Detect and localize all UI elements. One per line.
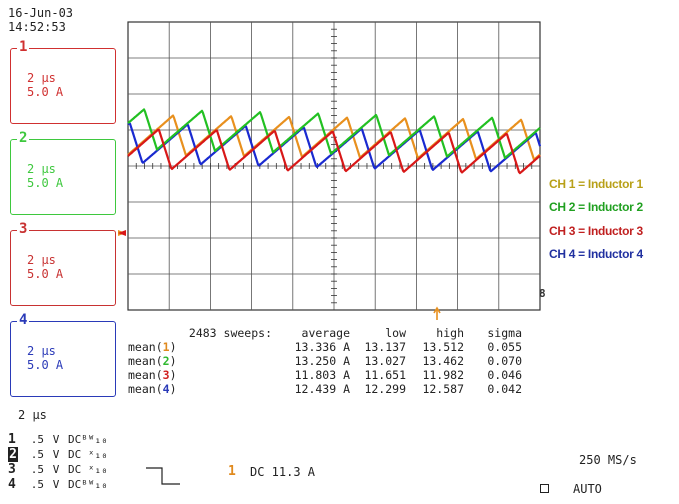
average-value: 11.803 A: [294, 368, 350, 382]
mean-channel-number: 4: [162, 382, 170, 396]
channel-3-box[interactable]: 3 2 µs 5.0 A: [10, 221, 116, 306]
channel-1-timediv: 2 µs: [27, 71, 56, 85]
channel-setting-row[interactable]: 4 .5 V DCᴮᵂ₁₀: [8, 477, 108, 492]
date-label: 16-Jun-03: [8, 6, 74, 20]
scope-grid: [127, 21, 541, 311]
measurement-row: mean(2) 13.250 A 13.027 13.462 0.070: [128, 354, 522, 368]
mean-label-close: ): [169, 382, 177, 396]
high-value: 12.587: [422, 382, 464, 396]
channel-settings: 1 .5 V DCᴮᵂ₁₀ 2 .5 V DC ˣ₁₀ 3 .5 V DC ˣ₁…: [8, 432, 108, 492]
channel-setting-number: 1: [8, 432, 16, 447]
trace-ch2: [127, 108, 541, 160]
channel-setting-coupling: DC ˣ₁₀: [68, 448, 108, 461]
sigma-value: 0.042: [487, 382, 522, 396]
sweeps-count: 2483 sweeps:: [188, 326, 272, 340]
trigger-position-arrow: [433, 306, 441, 320]
channel-setting-coupling: DCᴮᵂ₁₀: [68, 478, 108, 491]
mean-label: mean(: [128, 368, 163, 382]
measurement-header-row: 2483 sweeps: average low high sigma: [128, 326, 522, 340]
channel-setting-coupling: DC ˣ₁₀: [68, 463, 108, 476]
measurement-row: mean(1) 13.336 A 13.137 13.512 0.055: [128, 340, 522, 354]
trace-ch3: [127, 128, 541, 175]
channel-1-ampdiv: 5.0 A: [27, 85, 64, 99]
measurement-table: 2483 sweeps: average low high sigma mean…: [128, 326, 522, 396]
timebase-label: 2 µs: [18, 408, 47, 422]
channel-3-timediv: 2 µs: [27, 253, 56, 267]
trigger-mode[interactable]: AUTO: [573, 482, 602, 496]
channel-setting-unit: V: [52, 463, 60, 476]
legend-ch2: CH 2 = Inductor 2: [549, 200, 643, 214]
channel-1-box[interactable]: 1 2 µs 5.0 A: [10, 39, 116, 124]
mean-channel-number: 2: [162, 354, 170, 368]
header-sigma: sigma: [487, 326, 522, 340]
channel-setting-unit: V: [52, 433, 60, 446]
channel-setting-coupling: DCᴮᵂ₁₀: [68, 433, 108, 446]
channel-setting-volts: .5: [30, 478, 44, 491]
channel-setting-row[interactable]: 3 .5 V DC ˣ₁₀: [8, 462, 108, 477]
channel-4-box[interactable]: 4 2 µs 5.0 A: [10, 312, 116, 397]
channel-2-timediv: 2 µs: [27, 162, 56, 176]
channel-setting-row[interactable]: 2 .5 V DC ˣ₁₀: [8, 447, 108, 462]
channel-4-ampdiv: 5.0 A: [27, 358, 64, 372]
trigger-setting[interactable]: DC 11.3 A: [250, 465, 316, 479]
mean-channel-number: 3: [162, 368, 170, 382]
legend-ch3: CH 3 = Inductor 3: [549, 224, 643, 238]
scope-traces: [127, 108, 542, 175]
channel-3-tab: 3: [17, 221, 30, 237]
mean-label-close: ): [169, 354, 177, 368]
header-average: average: [301, 326, 350, 340]
channel-setting-volts: .5: [30, 433, 44, 446]
mean-label: mean(: [128, 382, 163, 396]
channel-setting-number: 4: [8, 477, 16, 492]
channel-setting-number: 3: [8, 462, 16, 477]
legend-ch1: CH 1 = Inductor 1: [549, 177, 643, 191]
legend-ch4: CH 4 = Inductor 4: [549, 247, 643, 261]
channel-3-level-marker: [118, 230, 126, 236]
channel-2-box[interactable]: 2 2 µs 5.0 A: [10, 130, 116, 215]
mean-label: mean(: [128, 354, 163, 368]
average-value: 13.250 A: [294, 354, 350, 368]
trigger-channel: 1: [228, 464, 236, 479]
trigger-level-marker: 8: [539, 287, 546, 300]
header-high: high: [436, 326, 464, 340]
channel-2-ampdiv: 5.0 A: [27, 176, 64, 190]
average-value: 13.336 A: [294, 340, 350, 354]
mean-label-close: ): [169, 340, 177, 354]
sample-rate: 250 MS/s: [579, 453, 637, 467]
channel-setting-unit: V: [52, 448, 60, 461]
mean-label: mean(: [128, 340, 163, 354]
channel-setting-volts: .5: [30, 463, 44, 476]
mean-label-close: ): [169, 368, 177, 382]
low-value: 12.299: [364, 382, 406, 396]
date-time: 16-Jun-03 14:52:53: [8, 6, 73, 34]
sigma-value: 0.070: [487, 354, 522, 368]
channel-setting-volts: .5: [30, 448, 44, 461]
low-value: 13.027: [364, 354, 406, 368]
high-value: 13.462: [422, 354, 464, 368]
measurement-row: mean(4) 12.439 A 12.299 12.587 0.042: [128, 382, 522, 396]
channel-setting-row[interactable]: 1 .5 V DCᴮᵂ₁₀: [8, 432, 108, 447]
high-value: 11.982: [422, 368, 464, 382]
channel-3-ampdiv: 5.0 A: [27, 267, 64, 281]
mean-channel-number: 1: [162, 340, 170, 354]
channel-setting-unit: V: [52, 478, 60, 491]
svg-text:8: 8: [539, 287, 546, 300]
time-label: 14:52:53: [8, 20, 66, 34]
measurement-row: mean(3) 11.803 A 11.651 11.982 0.046: [128, 368, 522, 382]
channel-1-tab: 1: [17, 39, 30, 55]
header-low: low: [385, 326, 406, 340]
low-value: 11.651: [364, 368, 406, 382]
channel-4-timediv: 2 µs: [27, 344, 56, 358]
channel-2-tab: 2: [17, 130, 30, 146]
channel-setting-number: 2: [8, 447, 18, 462]
channel-4-tab: 4: [17, 312, 30, 328]
trigger-mode-checkbox[interactable]: [540, 484, 549, 493]
sigma-value: 0.055: [487, 340, 522, 354]
average-value: 12.439 A: [294, 382, 350, 396]
trigger-slope-icon: [146, 467, 180, 485]
high-value: 13.512: [422, 340, 464, 354]
low-value: 13.137: [364, 340, 406, 354]
sigma-value: 0.046: [487, 368, 522, 382]
